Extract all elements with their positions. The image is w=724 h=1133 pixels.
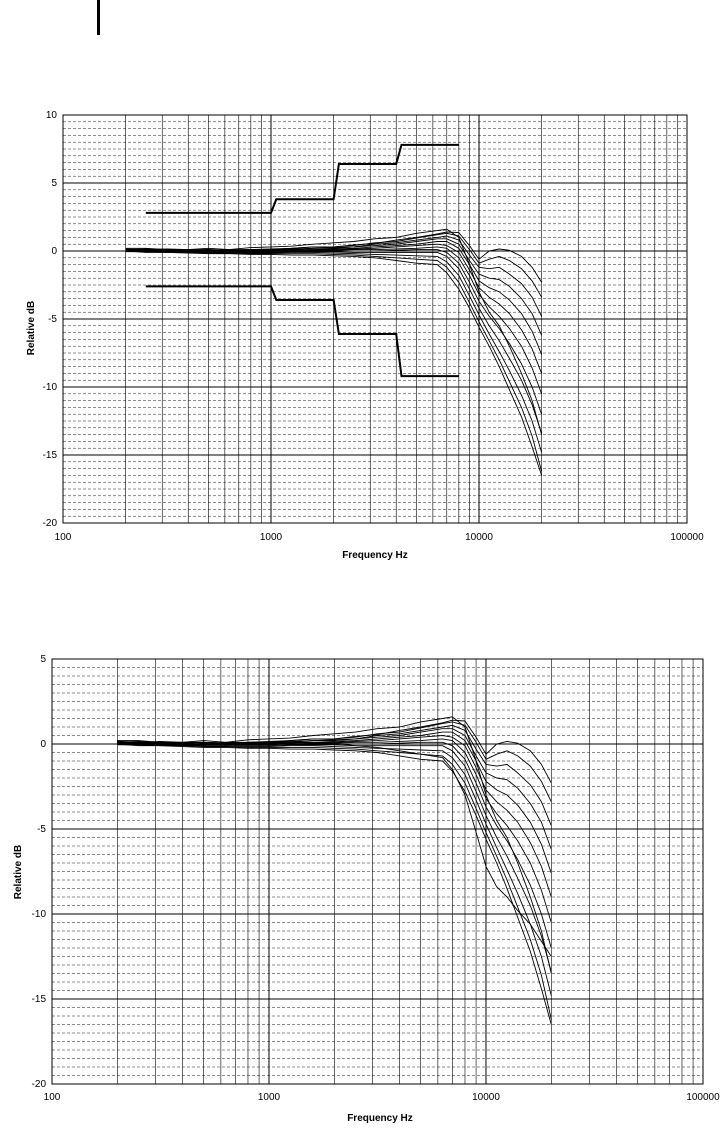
series-line [117, 744, 552, 1020]
series-line [125, 246, 543, 394]
x-tick-label: 100 [44, 1092, 61, 1103]
y-tick-label: 5 [51, 178, 57, 189]
series-line [117, 740, 552, 957]
series-line [125, 238, 543, 336]
series-line [117, 738, 552, 923]
y-tick-label: -5 [48, 314, 57, 325]
chart-bottom: Relative dB Frequency Hz 5 0 -5 -10 -15 -20 10… [13, 654, 720, 1124]
y-tick-label: 0 [40, 739, 46, 750]
limit-line [145, 285, 459, 378]
series-line [125, 235, 543, 317]
series-line [117, 741, 552, 949]
gridlines [51, 658, 704, 1085]
y-tick-label: 0 [51, 246, 57, 257]
series-line [125, 250, 543, 476]
y-tick-label: -20 [32, 1079, 47, 1090]
y-tick-label: -5 [37, 824, 46, 835]
x-tick-label: 10000 [465, 532, 493, 543]
y-tick-label: -10 [43, 382, 58, 393]
y-tick-label: -10 [32, 909, 47, 920]
x-tick-label: 100000 [670, 532, 704, 543]
plot-frame [62, 114, 688, 524]
series-line [117, 716, 552, 974]
series-line [125, 249, 543, 415]
chart-top: Relative dB Frequency Hz 10 5 0 -5 -10 -15 -20… [26, 110, 704, 561]
edge-mark [97, 0, 100, 35]
y-tick-label: -15 [43, 450, 58, 461]
limit-line [145, 143, 459, 214]
x-axis-title: Frequency Hz [347, 1113, 413, 1124]
y-axis-title: Relative dB [26, 301, 37, 355]
y-tick-label: -20 [43, 518, 58, 529]
series-line [125, 251, 543, 472]
x-tick-label: 10000 [472, 1092, 500, 1103]
x-tick-label: 100000 [686, 1092, 720, 1103]
y-tick-label: 5 [40, 654, 46, 665]
plot-frame [51, 658, 704, 1085]
series-line [117, 743, 552, 1025]
y-tick-label: -15 [32, 994, 47, 1005]
x-tick-label: 1000 [260, 532, 283, 543]
y-tick-label: 10 [46, 110, 58, 121]
y-axis-title: Relative dB [13, 845, 24, 899]
x-tick-label: 100 [55, 532, 72, 543]
series-line [125, 228, 543, 435]
x-tick-label: 1000 [258, 1092, 281, 1103]
x-axis-title: Frequency Hz [342, 550, 408, 561]
gridlines [62, 114, 688, 524]
series-line [125, 250, 543, 453]
series-line [117, 724, 552, 826]
